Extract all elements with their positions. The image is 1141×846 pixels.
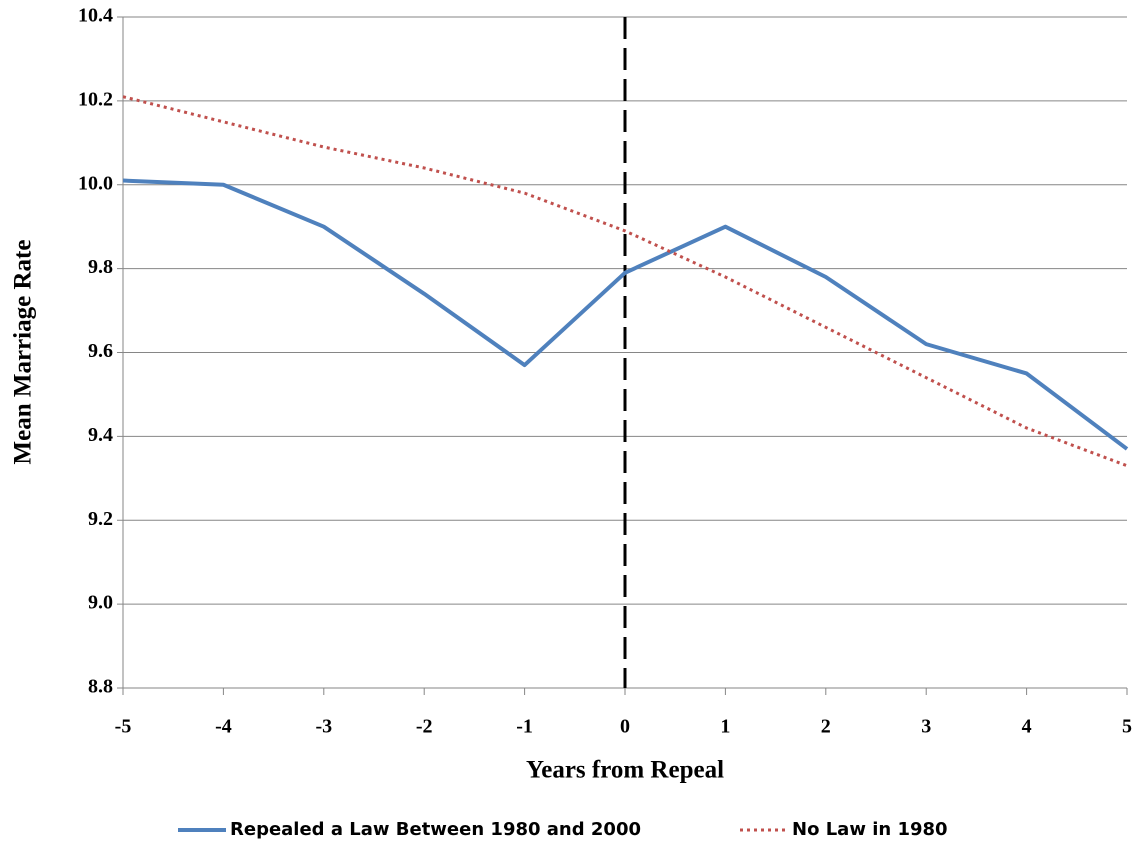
y-tick-label: 8.8 — [88, 676, 113, 698]
x-tick-label: -2 — [416, 716, 433, 738]
legend-label: No Law in 1980 — [792, 819, 948, 840]
y-tick-label: 10.4 — [78, 5, 113, 27]
y-tick-label: 9.0 — [88, 592, 113, 614]
x-tick-label: 3 — [921, 716, 931, 738]
x-tick-label: 1 — [720, 716, 730, 738]
x-tick-label: -1 — [516, 716, 533, 738]
x-tick-label: -4 — [215, 716, 232, 738]
y-tick-label: 9.2 — [88, 508, 113, 530]
x-tick-label: 4 — [1022, 716, 1032, 738]
y-tick-label: 9.8 — [88, 256, 113, 278]
x-tick-label: 0 — [620, 716, 630, 738]
y-axis-title: Mean Marriage Rate — [10, 240, 37, 465]
x-tick-label: -5 — [115, 716, 132, 738]
series-line — [122, 95, 1128, 468]
y-tick-label: 10.0 — [78, 172, 113, 194]
x-tick-label: 2 — [821, 716, 831, 738]
x-tick-label: -3 — [315, 716, 332, 738]
x-tick-label: 5 — [1122, 716, 1132, 738]
series-line — [122, 178, 1129, 451]
y-tick-label: 9.6 — [88, 340, 113, 362]
x-axis-title: Years from Repeal — [526, 757, 724, 784]
y-tick-label: 9.4 — [88, 424, 113, 446]
legend-label: Repealed a Law Between 1980 and 2000 — [230, 819, 641, 840]
y-tick-label: 10.2 — [78, 88, 113, 110]
